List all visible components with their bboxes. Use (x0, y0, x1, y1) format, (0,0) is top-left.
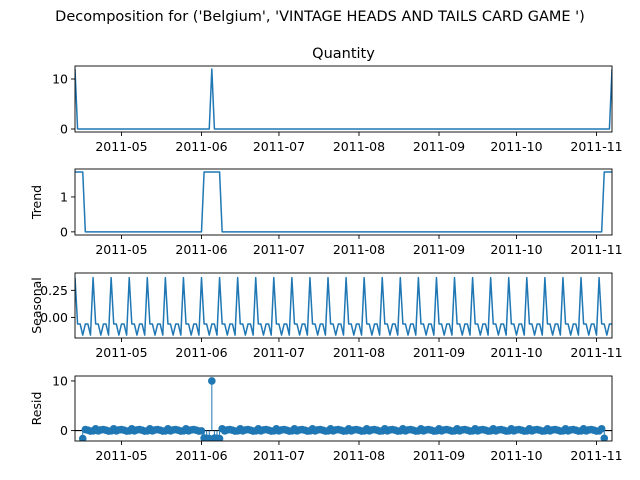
x-tick-label: 2011-11 (570, 448, 622, 463)
y-tick-label: 0 (60, 122, 68, 137)
x-tick-label: 2011-07 (253, 242, 305, 257)
x-tick-label: 2011-09 (413, 242, 465, 257)
resid-point (215, 434, 224, 441)
resid-point (600, 434, 609, 441)
x-tick-label: 2011-08 (333, 345, 385, 360)
panel-title: Quantity (312, 46, 375, 62)
x-tick-label: 2011-06 (175, 345, 227, 360)
y-axis-label: Trend (29, 185, 44, 220)
x-tick-label: 2011-05 (95, 345, 147, 360)
y-tick-label: 0.25 (40, 283, 68, 298)
x-tick-label: 2011-05 (95, 448, 147, 463)
panel-resid: 0 10 2011-05 2011-06 2011-07 2011-08 2011-09 20… (29, 373, 623, 463)
y-tick-label: 1 (60, 189, 68, 204)
axes-frame (74, 168, 613, 236)
panel-trend: 0 1 2011-05 2011-06 2011-07 2011-08 2011-09 201… (29, 168, 623, 257)
plot-area (75, 377, 612, 441)
x-tick-label: 2011-05 (95, 139, 147, 154)
resid-point (78, 434, 87, 441)
x-tick-label: 2011-06 (175, 139, 227, 154)
plot-area (75, 171, 612, 233)
axes-frame (74, 375, 613, 442)
y-tick-label: 0.00 (40, 310, 68, 325)
axes-frame (74, 65, 613, 133)
y-tick-label: 10 (52, 373, 68, 388)
x-tick-label: 2011-10 (490, 242, 542, 257)
x-tick-label: 2011-09 (413, 345, 465, 360)
x-tick-label: 2011-07 (253, 448, 305, 463)
plot-area (75, 276, 612, 336)
panel-observed: 0 10 2011-05 2011-06 2011-07 2011-08 2011-09 20… (52, 46, 623, 154)
x-tick-label: 2011-06 (175, 242, 227, 257)
x-tick-label: 2011-10 (490, 448, 542, 463)
seasonal-line (75, 276, 612, 336)
x-tick-label: 2011-08 (333, 139, 385, 154)
resid-point (597, 424, 606, 433)
x-tick-label: 2011-11 (570, 242, 622, 257)
y-tick-label: 10 (52, 72, 68, 87)
observed-line (75, 68, 612, 130)
x-tick-label: 2011-10 (490, 345, 542, 360)
x-tick-label: 2011-11 (570, 139, 622, 154)
y-tick-label: 0 (60, 423, 68, 438)
axes-frame (74, 272, 613, 339)
resid-point (197, 427, 206, 435)
panel-seasonal: 0.00 0.25 2011-05 2011-06 2011-07 2011-08 2011… (29, 272, 623, 360)
x-tick-label: 2011-11 (570, 345, 622, 360)
x-tick-label: 2011-08 (333, 242, 385, 257)
x-tick-label: 2011-06 (175, 448, 227, 463)
y-axis-label: Seasonal (29, 277, 44, 334)
plot-area (75, 68, 612, 130)
x-tick-label: 2011-07 (253, 345, 305, 360)
x-tick-label: 2011-05 (95, 242, 147, 257)
x-tick-label: 2011-09 (413, 448, 465, 463)
resid-point (208, 377, 216, 385)
x-tick-label: 2011-08 (333, 448, 385, 463)
trend-line (75, 171, 612, 233)
figure-title: Decomposition for ('Belgium', 'VINTAGE H… (55, 9, 585, 25)
x-tick-label: 2011-09 (413, 139, 465, 154)
x-tick-label: 2011-07 (253, 139, 305, 154)
y-axis-label: Resid (29, 392, 44, 426)
x-tick-label: 2011-10 (490, 139, 542, 154)
y-tick-label: 0 (60, 224, 68, 239)
